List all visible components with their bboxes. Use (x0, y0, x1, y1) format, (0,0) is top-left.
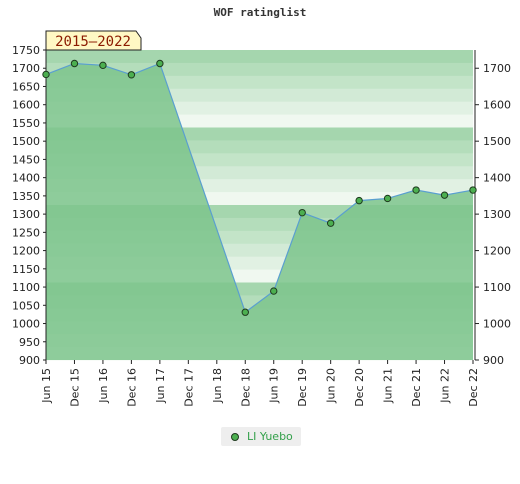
data-point (469, 186, 477, 194)
data-point (42, 70, 50, 79)
y-tick-label-left: 1100 (12, 281, 40, 294)
y-tick-label-left: 1350 (12, 190, 40, 203)
x-tick-label: Jun 21 (382, 368, 395, 404)
marks (42, 59, 477, 316)
series-area (46, 63, 473, 361)
y-tick-label-left: 900 (19, 354, 40, 367)
data-point (156, 59, 164, 68)
x-tick-label: Dec 16 (125, 368, 138, 407)
y-tick-label-right: 1300 (483, 208, 511, 221)
y-tick-label-left: 1500 (12, 135, 40, 148)
y-tick-label-left: 1600 (12, 99, 40, 112)
data-point (383, 194, 392, 203)
y-tick-label-left: 950 (19, 336, 40, 349)
y-tick-label-right: 1400 (483, 172, 511, 185)
data-point (440, 191, 449, 199)
series-line (45, 62, 474, 314)
x-tick-label: Dec 15 (68, 368, 81, 407)
y-tick-label-right: 1500 (483, 135, 511, 148)
period-badge-label: 2015–2022 (55, 34, 131, 50)
x-tick-label: Jun 16 (97, 368, 110, 404)
y-tick-label-left: 1550 (12, 117, 40, 130)
y-tick-label-left: 1450 (12, 153, 40, 166)
y-tick-label-right: 1700 (483, 62, 511, 75)
x-tick-label: Jun 19 (268, 368, 281, 404)
x-tick-label: Jun 22 (439, 368, 452, 404)
x-tick-label: Dec 20 (353, 368, 366, 407)
chart-title: WOF ratinglist (214, 6, 307, 19)
y-tick-label-left: 1700 (12, 62, 40, 75)
period-badge: 2015–2022 (45, 30, 142, 51)
y-tick-label-left: 1750 (12, 44, 40, 57)
x-tick-label: Dec 17 (182, 368, 195, 407)
data-point (241, 308, 249, 316)
background-band (46, 50, 473, 64)
legend-marker-icon (231, 432, 239, 441)
data-point (412, 186, 420, 194)
x-tick-label: Jun 20 (325, 368, 338, 404)
legend: LI Yuebo (221, 427, 301, 446)
y-tick-label-right: 900 (483, 354, 504, 367)
y-tick-label-left: 1400 (12, 172, 40, 185)
y-tick-label-right: 1200 (483, 245, 511, 258)
data-point (70, 59, 79, 68)
data-point (99, 61, 107, 70)
y-tick-label-right: 1000 (483, 318, 511, 331)
axes: 900 950 1000 1050 1100 1150 1200 1250 1300 1350 14… (12, 44, 511, 407)
data-point (355, 196, 363, 205)
data-point (270, 287, 278, 295)
y-tick-label-left: 1200 (12, 245, 40, 258)
y-tick-label-right: 1100 (483, 281, 511, 294)
x-tick-label: Dec 18 (239, 368, 252, 407)
x-tick-label: Dec 19 (296, 368, 309, 407)
legend-label: LI Yuebo (247, 430, 293, 443)
data-point (326, 219, 335, 227)
y-tick-label-left: 1150 (12, 263, 40, 276)
x-tick-label: Jun 15 (40, 368, 53, 404)
y-tick-label-left: 1000 (12, 318, 40, 331)
x-tick-label: Dec 22 (467, 368, 480, 407)
y-tick-label-left: 1250 (12, 226, 40, 239)
y-tick-label-right: 1600 (483, 99, 511, 112)
x-tick-label: Dec 21 (410, 368, 423, 407)
x-tick-label: Jun 18 (211, 368, 224, 404)
data-point (298, 208, 306, 217)
period-badge-box (45, 30, 142, 51)
data-point (127, 71, 136, 79)
y-tick-label-left: 1300 (12, 208, 40, 221)
area-layer (45, 62, 474, 361)
x-tick-label: Jun 17 (154, 368, 167, 404)
y-tick-label-left: 1650 (12, 80, 40, 93)
y-tick-label-left: 1050 (12, 299, 40, 312)
